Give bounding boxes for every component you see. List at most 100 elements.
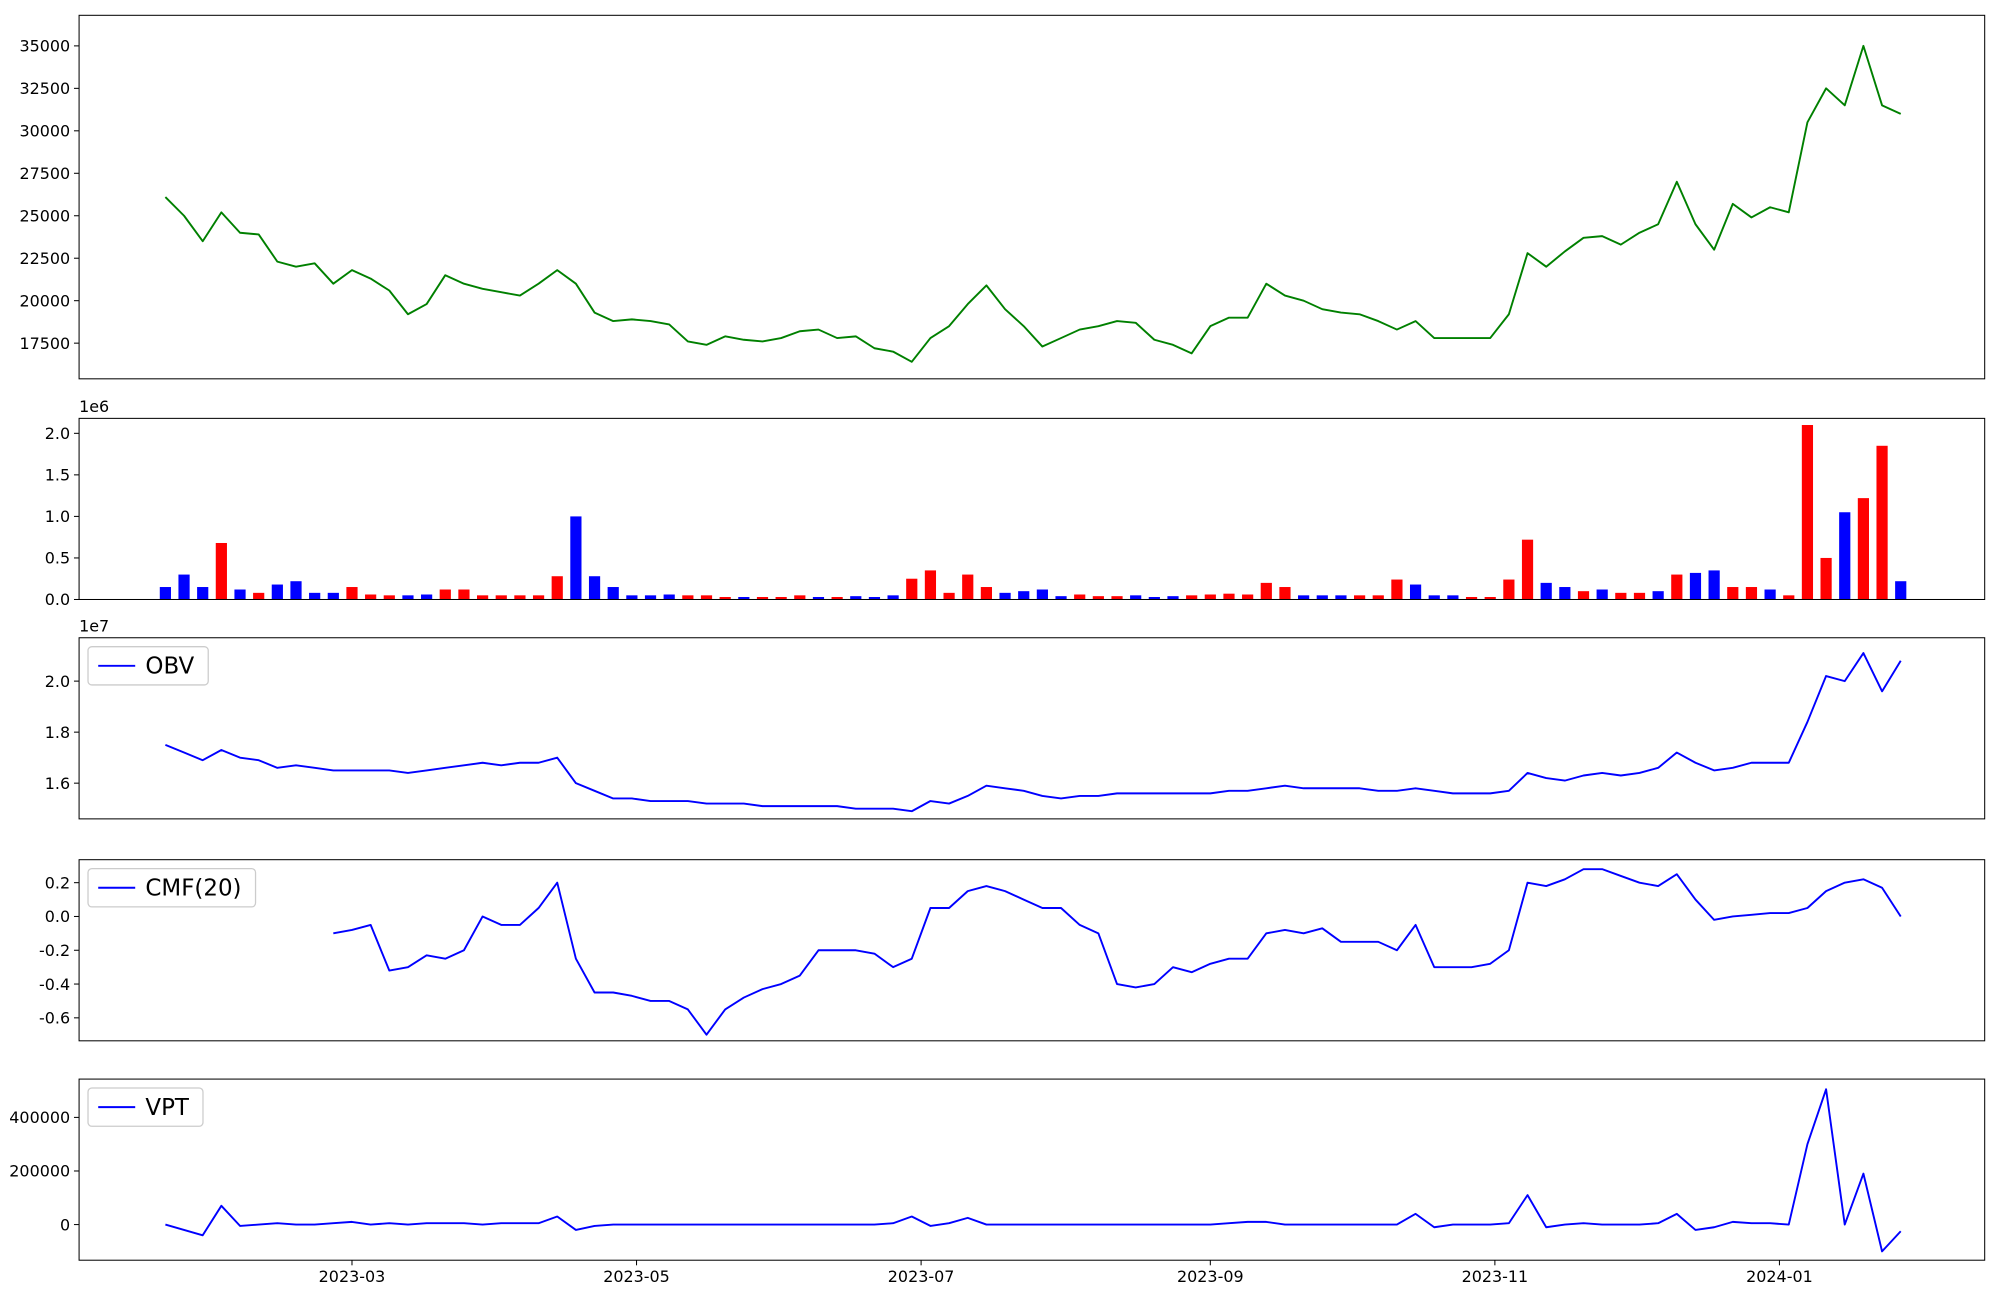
bar	[868, 596, 881, 600]
bar	[1148, 596, 1160, 600]
bar	[1708, 570, 1720, 600]
y-offset-label: 1e6	[79, 397, 109, 416]
bar	[271, 584, 283, 600]
axes-frame	[78, 14, 1986, 380]
y-tick-label: 0	[60, 1215, 70, 1234]
bar	[1783, 595, 1795, 600]
bar	[1353, 595, 1366, 600]
bar	[290, 581, 302, 600]
bar	[1876, 445, 1888, 600]
y-tick-label: 25000	[19, 206, 70, 225]
y-tick-label: 1.8	[45, 723, 70, 742]
line	[165, 652, 1902, 813]
axes-frame	[78, 1078, 1986, 1261]
x-tick-label: 2023-03	[319, 1267, 386, 1286]
line	[333, 868, 1902, 1036]
bar	[1447, 595, 1459, 600]
legend-label: OBV	[145, 653, 194, 679]
bar	[943, 592, 955, 600]
bar	[1092, 596, 1104, 600]
bar	[327, 592, 339, 600]
axes-frame	[78, 417, 1986, 600]
y-tick-label: 35000	[19, 37, 70, 56]
bar	[570, 516, 582, 600]
x-tick-label: 2023-09	[1177, 1267, 1244, 1286]
line	[165, 1088, 1902, 1253]
bar	[1671, 574, 1683, 600]
bar	[1577, 591, 1590, 600]
y-tick-label: 30000	[19, 122, 70, 141]
bar	[234, 589, 246, 600]
bar	[1130, 595, 1142, 600]
y-tick-label: 0.2	[45, 873, 70, 892]
bar	[159, 587, 171, 600]
bar	[962, 574, 974, 600]
bar	[1503, 579, 1515, 600]
bar	[1801, 425, 1814, 600]
line	[164, 44, 1902, 363]
x-tick-label: 2023-05	[603, 1267, 670, 1286]
legend-box	[87, 1087, 204, 1127]
legend-box	[87, 646, 209, 686]
bar	[756, 596, 769, 600]
bar	[1260, 582, 1272, 600]
y-tick-label: 1.0	[45, 507, 70, 526]
y-tick-label: 17500	[19, 334, 70, 353]
bar	[663, 594, 675, 600]
y-tick-label: 0.0	[45, 907, 70, 926]
bar	[365, 594, 377, 600]
bar	[1409, 584, 1422, 600]
bar	[1745, 587, 1758, 600]
y-tick-label: 2.0	[45, 424, 70, 443]
y-tick-label: 0.0	[45, 590, 70, 609]
bar	[309, 592, 321, 600]
bar	[812, 596, 825, 600]
bar	[476, 595, 489, 600]
y-tick-label: 400000	[9, 1108, 70, 1127]
bar	[980, 587, 993, 600]
bar	[1689, 572, 1702, 600]
bar	[346, 587, 358, 600]
bar	[607, 587, 619, 600]
bar	[999, 592, 1011, 600]
bar	[887, 595, 899, 600]
y-tick-label: 22500	[19, 249, 70, 268]
bar	[421, 594, 433, 600]
bar	[626, 595, 638, 600]
bar	[738, 596, 750, 600]
legend-label: CMF(20)	[145, 875, 241, 901]
y-tick-label: 200000	[9, 1162, 70, 1181]
bar	[215, 542, 227, 600]
bar	[1727, 587, 1739, 600]
bar	[1764, 589, 1776, 600]
bar	[588, 576, 601, 600]
bar	[850, 596, 862, 600]
y-tick-label: 1.6	[45, 774, 70, 793]
bar	[197, 587, 209, 600]
axes-frame	[78, 637, 1986, 820]
bar	[1839, 512, 1851, 600]
bar	[458, 589, 470, 600]
y-tick-label: 20000	[19, 291, 70, 310]
bar	[383, 595, 395, 600]
bar	[1428, 595, 1440, 600]
y-tick-label: 32500	[19, 79, 70, 98]
bar	[1372, 595, 1384, 600]
bar	[775, 596, 787, 600]
bar	[495, 595, 507, 600]
bar	[1521, 539, 1534, 600]
bar	[1484, 596, 1496, 600]
bar	[1036, 589, 1048, 600]
bar	[532, 595, 545, 600]
x-tick-label: 2024-01	[1746, 1267, 1813, 1286]
bar	[253, 592, 265, 600]
bar	[1596, 589, 1608, 600]
legend-label: VPT	[145, 1095, 190, 1121]
y-tick-label: -0.2	[39, 941, 70, 960]
bar	[402, 595, 414, 600]
bar	[1186, 595, 1198, 600]
legend-box	[87, 867, 257, 908]
x-tick-label: 2023-07	[888, 1267, 955, 1286]
bar	[644, 595, 657, 600]
